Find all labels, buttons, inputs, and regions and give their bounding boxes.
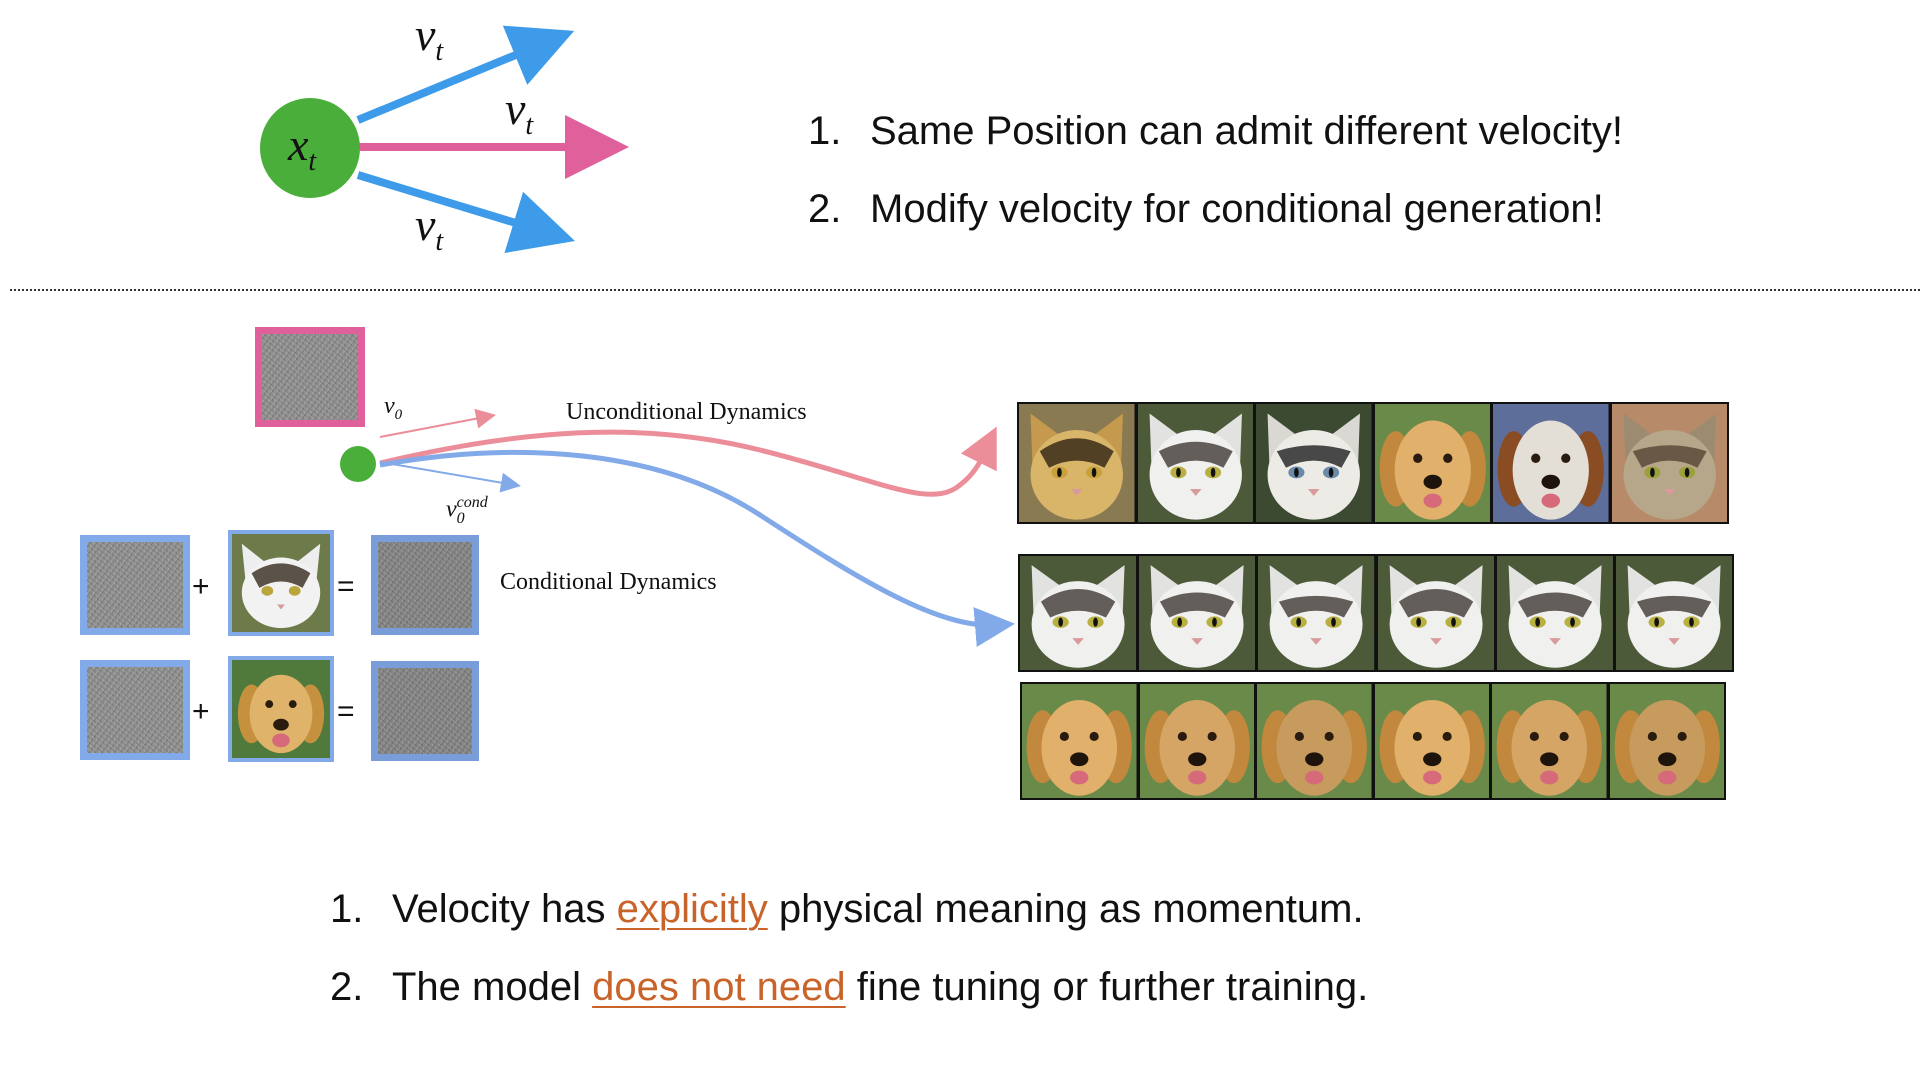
- start-node: [340, 446, 376, 482]
- unconditional-sample-3: [1256, 404, 1372, 522]
- divider: [10, 289, 1920, 291]
- unconditional-sample-6: [1611, 404, 1727, 522]
- equals-sign-2: =: [337, 695, 355, 728]
- equals-sign: =: [337, 570, 355, 603]
- velocity-arrow-down: [356, 171, 575, 253]
- dog-condition-image: [228, 656, 334, 762]
- top-list-item-2: 2. Modify velocity for conditional genera…: [808, 187, 1604, 231]
- vcond-arrow: [379, 461, 521, 493]
- cat-sample-3: [1258, 556, 1375, 670]
- cat-sample-4: [1377, 556, 1494, 670]
- dynamics-diagram: [340, 408, 1015, 647]
- cat-sample-6: [1615, 556, 1733, 670]
- cat-sample-2: [1139, 556, 1256, 670]
- node-label: xt: [288, 119, 317, 178]
- v0-label: v0: [384, 393, 403, 423]
- noise-image-dog-input: [80, 660, 190, 760]
- plus-sign-2: +: [192, 695, 210, 728]
- dog-conditioned-samples: [1020, 682, 1726, 800]
- top-list-item-1: 1. Same Position can admit different velo…: [808, 109, 1623, 153]
- cat-condition-image: [228, 530, 334, 636]
- unconditional-sample-1: [1019, 404, 1135, 522]
- dog-sample-5: [1492, 684, 1607, 798]
- noise-image-unconditional: [255, 327, 365, 427]
- unconditional-sample-4: [1374, 404, 1490, 522]
- noise-image-cat-input: [80, 535, 190, 635]
- cat-sample-5: [1496, 556, 1613, 670]
- plus-sign: +: [192, 570, 210, 603]
- bottom-list-item-1: 1. Velocity has explicitly physical mean…: [330, 870, 1368, 948]
- position-node: [260, 98, 360, 198]
- unconditional-samples: [1017, 402, 1729, 524]
- conditional-curve: [379, 449, 1015, 647]
- dog-sample-3: [1257, 684, 1372, 798]
- velocity-label-middle: vt: [505, 83, 534, 142]
- dog-sample-1: [1022, 684, 1137, 798]
- top-list: 1. Same Position can admit different velo…: [808, 92, 1623, 248]
- bottom-list-item-2: 2. The model does not need fine tuning o…: [330, 948, 1368, 1026]
- cat-sample-1: [1020, 556, 1137, 670]
- highlight-explicitly: explicitly: [616, 887, 768, 931]
- dog-sample-2: [1139, 684, 1254, 798]
- noise-image-dog-output: [371, 661, 479, 761]
- unconditional-sample-5: [1493, 404, 1609, 522]
- velocity-diagram: [260, 25, 629, 253]
- bottom-list: 1. Velocity has explicitly physical mean…: [330, 870, 1368, 1026]
- dog-sample-6: [1609, 684, 1724, 798]
- unconditional-curve: [379, 426, 997, 497]
- unconditional-label: Unconditional Dynamics: [566, 399, 807, 425]
- unconditional-sample-2: [1137, 404, 1253, 522]
- conditional-label: Conditional Dynamics: [500, 569, 717, 595]
- noise-image-cat-output: [371, 535, 479, 635]
- cat-conditioned-samples: [1018, 554, 1734, 672]
- velocity-label-top: vt: [415, 9, 444, 68]
- vcond-label: v cond 0: [446, 494, 488, 527]
- highlight-does-not-need: does not need: [592, 965, 846, 1009]
- velocity-label-bottom: vt: [415, 199, 444, 258]
- v0-arrow: [379, 408, 496, 438]
- dog-sample-4: [1374, 684, 1489, 798]
- velocity-arrow-up: [356, 25, 575, 124]
